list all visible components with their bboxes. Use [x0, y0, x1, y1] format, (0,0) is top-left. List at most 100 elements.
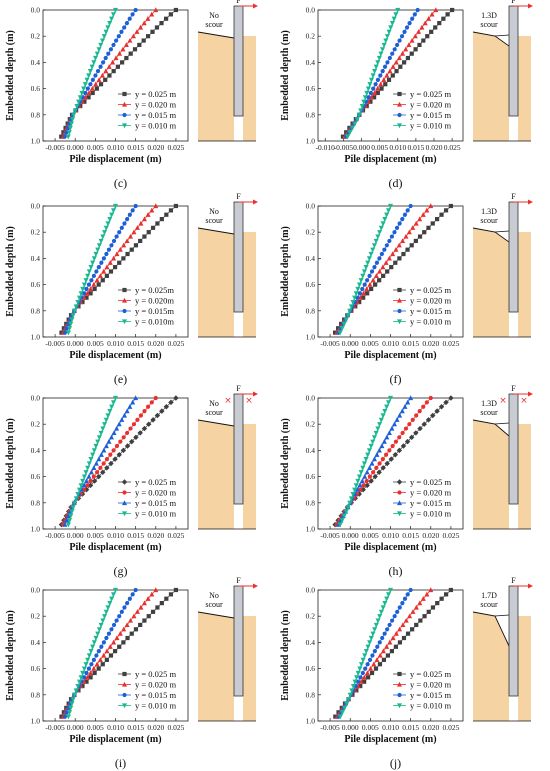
data-point: [100, 426, 106, 432]
scour-label-line2: scour: [205, 600, 223, 609]
data-point: [367, 281, 373, 287]
y-tick-label: 0.0: [31, 6, 41, 15]
data-point: [80, 683, 85, 689]
data-point: [104, 273, 109, 278]
data-point: [361, 461, 367, 467]
data-point: [370, 439, 376, 445]
data-point: [111, 622, 117, 628]
data-point: [337, 714, 343, 720]
x-tick-label: 0.025: [444, 143, 461, 152]
x-tick-label: -0.005: [45, 143, 65, 152]
data-point: [376, 447, 382, 453]
y-tick-label: 0.4: [306, 58, 316, 67]
data-point: [360, 273, 366, 279]
data-point: [127, 617, 134, 623]
data-point: [101, 652, 107, 658]
data-point: [121, 435, 126, 440]
x-axis-label: Pile displacement (m): [344, 734, 436, 745]
data-point: [403, 617, 409, 623]
data-point: [133, 627, 139, 632]
data-point: [410, 225, 416, 230]
data-point: [438, 404, 445, 410]
data-point: [67, 518, 73, 523]
data-point: [400, 430, 405, 436]
x-tick-label: 0.010: [382, 339, 399, 348]
data-point: [445, 12, 450, 17]
x-tick-label: 0.015: [127, 723, 144, 732]
data-point: [146, 614, 151, 619]
data-point: [129, 631, 134, 636]
y-axis-label: Embedded depth (m): [5, 30, 16, 121]
data-point: [104, 264, 110, 270]
data-point: [150, 225, 156, 230]
legend-entry: y = 0.010 m: [410, 509, 452, 519]
data-point: [387, 622, 392, 628]
data-point: [448, 203, 454, 209]
data-point: [102, 422, 108, 427]
data-point: [397, 692, 402, 698]
data-point: [173, 7, 179, 13]
data-point: [396, 242, 402, 248]
data-point: [118, 439, 123, 444]
data-point: [386, 430, 392, 436]
x-tick-label: 0.000: [67, 339, 84, 348]
data-point: [410, 609, 416, 614]
data-point: [96, 282, 101, 287]
y-tick-label: 0.0: [31, 586, 41, 595]
data-point: [343, 317, 349, 323]
y-tick-label: 0.6: [306, 472, 316, 481]
data-point: [363, 457, 369, 462]
legend-entry: y = 0.015 m: [135, 110, 177, 120]
data-point: [372, 265, 377, 270]
data-point: [349, 688, 355, 694]
data-point: [378, 609, 384, 615]
data-point: [103, 29, 109, 35]
panel-label: (f): [390, 372, 402, 386]
data-point: [407, 613, 413, 619]
legend-entry: y = 0.025 m: [410, 285, 452, 295]
data-point: [89, 64, 95, 70]
data-point: [350, 299, 356, 305]
data-point: [373, 666, 379, 671]
data-point: [80, 299, 85, 305]
data-point: [364, 286, 370, 292]
force-label: F: [511, 576, 516, 585]
x-tick-label: 0.025: [167, 143, 184, 152]
data-point: [88, 670, 94, 676]
data-point: [114, 425, 120, 431]
data-point: [408, 587, 413, 593]
data-point: [96, 435, 102, 441]
data-point: [375, 618, 381, 624]
data-point: [84, 286, 89, 292]
data-point: [345, 505, 351, 510]
data-point: [130, 592, 135, 597]
force-label: F: [236, 384, 241, 393]
data-point: [85, 657, 91, 663]
data-point: [377, 652, 383, 658]
data-point: [364, 478, 369, 484]
data-point: [96, 666, 101, 671]
pile: [508, 393, 519, 505]
force-arrow-head: [253, 3, 258, 9]
data-point: [399, 34, 405, 39]
data-point: [153, 587, 159, 593]
data-point: [379, 251, 384, 257]
data-point: [403, 426, 409, 431]
data-point: [114, 618, 119, 623]
data-point: [89, 662, 94, 667]
data-point: [81, 666, 87, 672]
data-point: [397, 490, 402, 495]
data-point: [352, 679, 358, 685]
data-point: [101, 447, 107, 453]
legend-entry: y = 0.025 m: [410, 669, 452, 679]
data-point: [412, 12, 417, 17]
soil-left: [198, 32, 234, 141]
data-point: [98, 465, 103, 470]
data-point: [97, 273, 103, 278]
data-point: [384, 452, 389, 457]
data-point: [111, 255, 117, 261]
data-point: [119, 29, 124, 34]
data-point: [109, 596, 115, 602]
data-point: [368, 478, 374, 484]
data-point: [390, 443, 395, 449]
